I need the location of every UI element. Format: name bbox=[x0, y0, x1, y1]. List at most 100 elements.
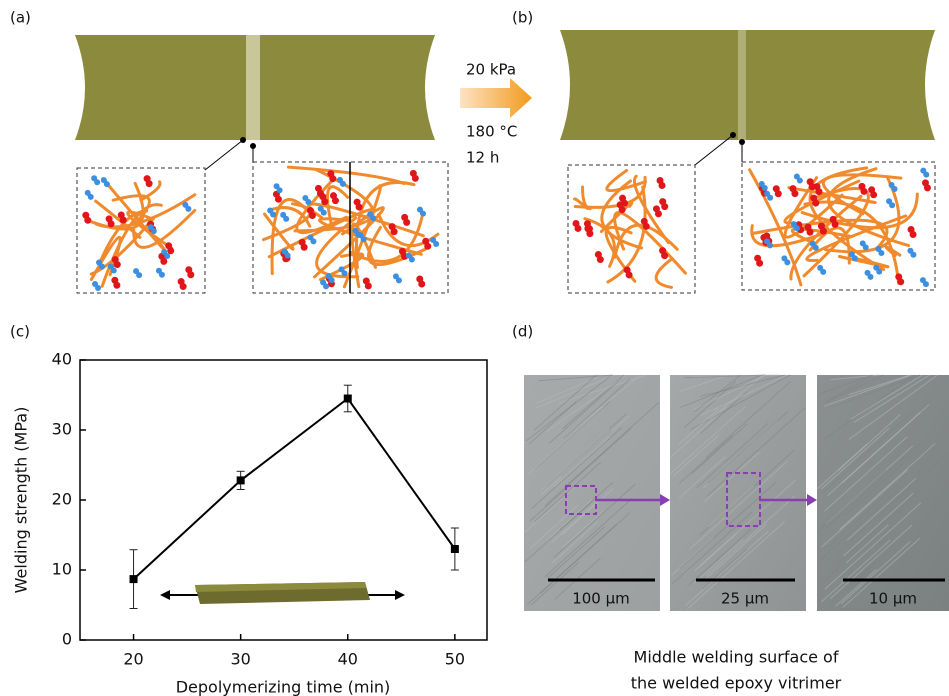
crosslink bbox=[120, 216, 127, 223]
crosslink bbox=[167, 247, 174, 254]
crosslink bbox=[309, 212, 316, 219]
micrograph bbox=[670, 375, 806, 611]
pointer-dot bbox=[240, 137, 246, 143]
crosslink bbox=[113, 282, 120, 289]
crosslink bbox=[791, 190, 798, 197]
crosslink bbox=[756, 260, 763, 267]
monomer bbox=[370, 215, 376, 221]
panel-label: (a) bbox=[10, 9, 31, 27]
crosslink bbox=[84, 217, 91, 224]
monomer bbox=[355, 232, 361, 238]
network-insets bbox=[77, 162, 935, 293]
panel-label: (b) bbox=[512, 9, 533, 27]
monomer bbox=[159, 272, 165, 278]
data-point bbox=[451, 545, 459, 553]
crosslink bbox=[815, 188, 822, 195]
monomer bbox=[889, 202, 895, 208]
figure: (a) (b) (c) (d) 20 kPa 180 °C 12 h 100 µ… bbox=[0, 0, 949, 696]
monomer bbox=[283, 216, 289, 222]
caption: the welded epoxy vitrimer bbox=[631, 674, 842, 693]
monomer bbox=[767, 242, 773, 248]
monomer bbox=[910, 252, 916, 258]
caption: Middle welding surface of bbox=[634, 648, 839, 667]
crosslink bbox=[391, 228, 398, 235]
monomer bbox=[923, 281, 929, 287]
crosslink bbox=[412, 175, 419, 182]
crosslink bbox=[108, 220, 115, 227]
panel-label: (c) bbox=[10, 323, 30, 341]
data-point bbox=[130, 575, 138, 583]
monomer bbox=[342, 270, 348, 276]
crosslink bbox=[655, 210, 662, 217]
crosslink bbox=[812, 200, 819, 207]
crosslink bbox=[659, 182, 666, 189]
weld-line bbox=[246, 35, 260, 140]
crosslink bbox=[356, 204, 363, 211]
crosslink bbox=[114, 261, 121, 268]
y-tick-label: 10 bbox=[52, 560, 72, 579]
monomer bbox=[88, 194, 94, 200]
crosslink bbox=[619, 206, 626, 213]
x-axis-title: Depolymerizing time (min) bbox=[176, 678, 391, 696]
monomer bbox=[321, 210, 327, 216]
y-tick-label: 30 bbox=[52, 420, 72, 439]
zoom-arrow-head bbox=[660, 494, 670, 506]
monomer bbox=[868, 274, 874, 280]
crosslink bbox=[924, 184, 931, 191]
y-tick-label: 40 bbox=[52, 350, 72, 369]
monomer bbox=[876, 269, 882, 275]
y-tick-label: 20 bbox=[52, 490, 72, 509]
monomer bbox=[794, 225, 800, 231]
x-tick-label: 50 bbox=[445, 650, 465, 669]
crosslink bbox=[160, 258, 167, 265]
scale-label: 25 µm bbox=[721, 590, 769, 608]
crosslink bbox=[809, 183, 816, 190]
data-point bbox=[344, 395, 352, 403]
monomer bbox=[136, 272, 142, 278]
crosslink bbox=[146, 180, 153, 187]
crosslink bbox=[820, 228, 827, 235]
monomer bbox=[762, 185, 768, 191]
pointer bbox=[205, 140, 243, 170]
monomer bbox=[852, 255, 858, 261]
monomer bbox=[813, 245, 819, 251]
crosslink bbox=[365, 282, 372, 289]
monomer bbox=[164, 253, 170, 259]
monomer bbox=[99, 263, 105, 269]
crosslink bbox=[897, 278, 904, 285]
weld-line bbox=[738, 30, 746, 140]
crosslink bbox=[403, 219, 410, 226]
monomer bbox=[892, 186, 898, 192]
monomer bbox=[340, 181, 346, 187]
crosslink bbox=[586, 225, 593, 232]
crosslink bbox=[807, 229, 814, 236]
crosslink bbox=[301, 244, 308, 251]
crosslink bbox=[775, 190, 782, 197]
monomer bbox=[111, 268, 117, 274]
crosslink bbox=[187, 271, 194, 278]
monomer bbox=[104, 181, 110, 187]
monomer bbox=[185, 206, 191, 212]
crosslink bbox=[643, 223, 650, 230]
condition: 12 h bbox=[466, 149, 499, 167]
monomer bbox=[323, 283, 329, 289]
scale-label: 100 µm bbox=[572, 590, 630, 608]
monomer bbox=[420, 211, 426, 217]
crosslink bbox=[597, 256, 604, 263]
monomer bbox=[305, 199, 311, 205]
monomer bbox=[277, 187, 283, 193]
x-tick-label: 40 bbox=[338, 650, 358, 669]
data-point bbox=[237, 476, 245, 484]
crosslink bbox=[910, 231, 917, 238]
condition: 20 kPa bbox=[466, 61, 516, 79]
y-axis-title: Welding strength (MPa) bbox=[12, 407, 31, 594]
crosslink bbox=[860, 188, 867, 195]
monomer bbox=[797, 177, 803, 183]
monomer bbox=[878, 250, 884, 256]
crosslink bbox=[832, 221, 839, 228]
x-tick-label: 30 bbox=[230, 650, 250, 669]
monomer bbox=[329, 277, 335, 283]
crosslink bbox=[626, 271, 633, 278]
monomer bbox=[767, 195, 773, 201]
monomer bbox=[396, 277, 402, 283]
